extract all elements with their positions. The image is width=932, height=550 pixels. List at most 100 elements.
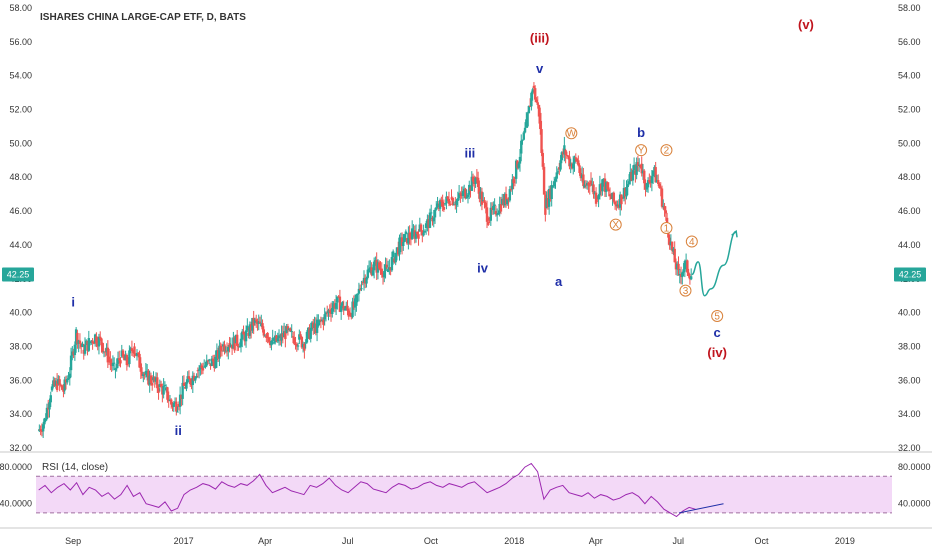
candle-body <box>459 193 462 195</box>
candle-body <box>300 337 304 348</box>
candle-body <box>585 182 589 186</box>
candle-body <box>663 205 666 211</box>
candle-body <box>256 321 259 324</box>
candle-body <box>632 164 636 171</box>
candle-body <box>181 382 184 399</box>
candle-body <box>328 310 331 313</box>
candle-body <box>501 198 504 205</box>
candle-body <box>238 346 241 348</box>
candle-body <box>293 337 296 344</box>
candle-body <box>511 179 514 190</box>
candle-body <box>480 191 484 205</box>
candle-body <box>468 184 471 195</box>
candle-body <box>482 200 485 202</box>
candle-body <box>620 194 623 205</box>
candle-body <box>73 344 77 356</box>
candle-body <box>47 407 50 410</box>
candle-body <box>566 155 570 157</box>
candle-body <box>361 282 364 284</box>
candle-body <box>639 164 642 168</box>
candle-body <box>274 335 277 343</box>
candle-body <box>173 401 177 403</box>
candle-body <box>251 317 254 331</box>
rsi-tick-right: 40.0000 <box>898 499 931 509</box>
candle-body <box>555 172 558 179</box>
candle-body <box>412 230 415 235</box>
candle-body <box>208 359 211 361</box>
candle-body <box>237 345 240 347</box>
candle-body <box>662 205 665 207</box>
candle-body <box>346 305 349 311</box>
candle-body <box>528 105 532 107</box>
candle-body <box>189 378 192 385</box>
candle-body <box>120 350 123 357</box>
candle-body <box>492 205 495 211</box>
candle-body <box>186 376 189 383</box>
candle-body <box>410 228 414 240</box>
wave-label-major: (iii) <box>530 30 550 45</box>
y-tick-left: 38.00 <box>9 341 32 351</box>
candle-body <box>66 379 69 383</box>
candle-body <box>190 380 193 386</box>
candle-body <box>272 342 276 344</box>
wave-label-minor: c <box>714 325 721 340</box>
candle-body <box>170 399 173 405</box>
candle-body <box>560 152 564 161</box>
candle-body <box>48 402 51 410</box>
candle-body <box>475 177 479 179</box>
candle-body <box>183 387 187 389</box>
candle-body <box>561 152 565 155</box>
candle-body <box>432 217 435 222</box>
candle-body <box>532 85 536 89</box>
candle-body <box>86 340 89 351</box>
rsi-trendline <box>679 503 724 514</box>
y-tick-right: 40.00 <box>898 308 921 318</box>
candle-body <box>158 384 162 388</box>
candle-body <box>54 380 58 386</box>
candle-body <box>317 322 320 327</box>
candle-body <box>370 267 373 276</box>
x-tick: Sep <box>65 536 81 546</box>
candle-body <box>622 187 626 199</box>
candle-body <box>76 332 79 344</box>
candle-body <box>257 321 260 324</box>
candle-body <box>303 343 306 351</box>
candle-body <box>220 350 224 352</box>
candle-body <box>334 302 338 309</box>
candle-body <box>556 171 560 173</box>
y-tick-right: 38.00 <box>898 341 921 351</box>
candle-body <box>596 197 599 200</box>
wave-circle <box>660 144 673 157</box>
candle-body <box>318 319 321 323</box>
candle-body <box>641 170 645 174</box>
candle-body <box>324 312 328 315</box>
candle-body <box>105 347 108 353</box>
candle-body <box>45 407 49 419</box>
candle-body <box>655 180 659 183</box>
candle-body <box>222 344 225 347</box>
candle-body <box>275 335 278 342</box>
y-tick-left: 46.00 <box>9 206 32 216</box>
candle-body <box>588 185 591 187</box>
candle-body <box>483 200 486 204</box>
y-tick-right: 54.00 <box>898 71 921 81</box>
candle-body <box>298 334 301 340</box>
candle-body <box>574 157 577 159</box>
candle-body <box>549 188 552 200</box>
candle-body <box>451 197 454 205</box>
candle-body <box>364 277 367 284</box>
candle-body <box>267 337 271 342</box>
rsi-line <box>38 462 696 518</box>
candle-body <box>260 323 263 327</box>
candle-body <box>441 201 444 208</box>
candle-body <box>681 272 684 278</box>
candle-body <box>68 373 71 379</box>
candle-body <box>345 305 348 309</box>
candle-body <box>646 180 650 188</box>
wave-label-minor: ii <box>175 423 182 438</box>
candle-body <box>255 319 258 322</box>
candle-body <box>362 277 366 283</box>
candle-body <box>550 185 553 200</box>
candle-body <box>592 184 595 195</box>
candle-body <box>503 193 506 206</box>
